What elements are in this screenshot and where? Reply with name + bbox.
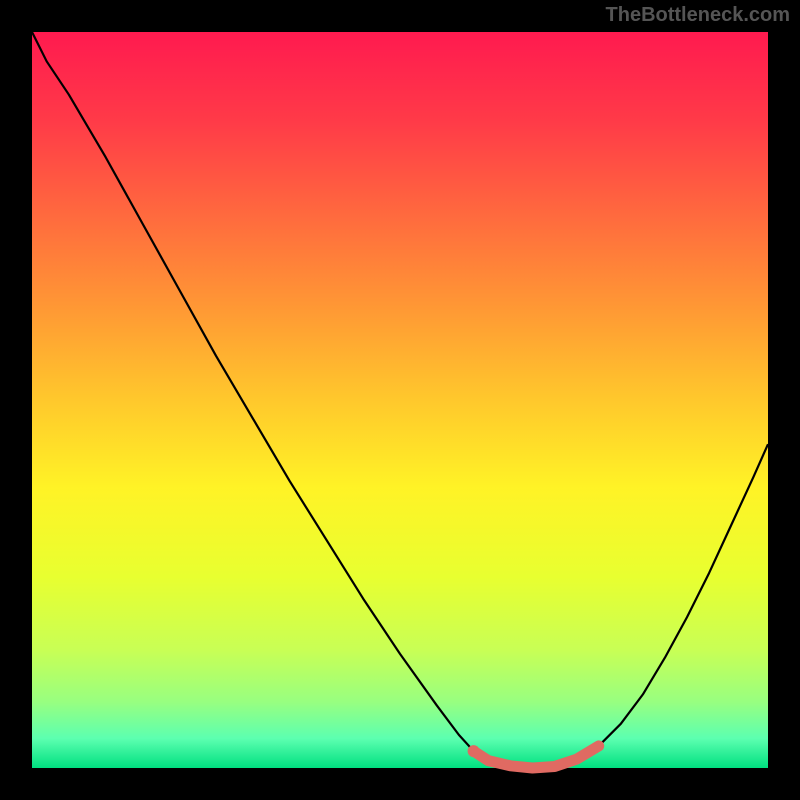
chart-container: TheBottleneck.com xyxy=(0,0,800,800)
optimal-point-marker xyxy=(468,745,480,757)
attribution-text: TheBottleneck.com xyxy=(606,4,790,27)
bottleneck-chart xyxy=(0,0,800,800)
chart-background xyxy=(32,32,768,768)
